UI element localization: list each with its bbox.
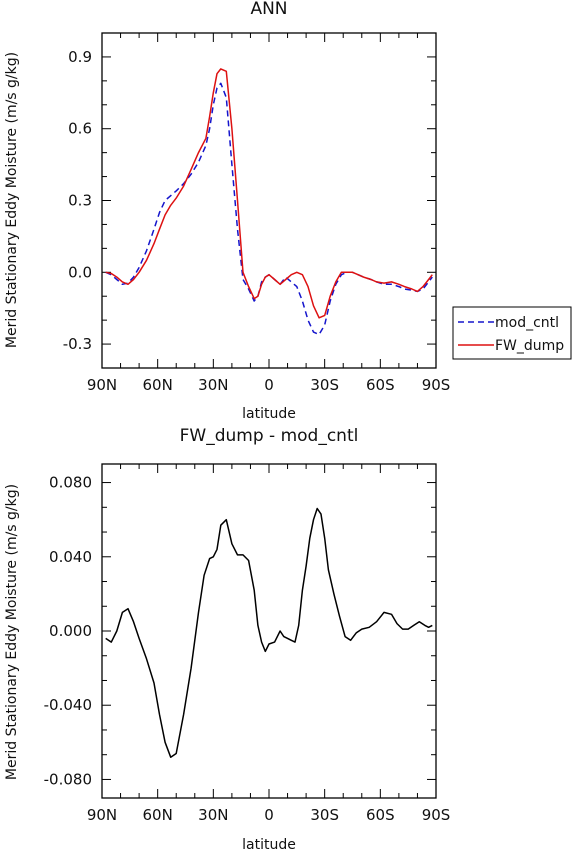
y-tick-label: 0.080 [49,474,92,492]
x-tick-label: 60N [143,376,173,394]
x-tick-label: 60S [366,376,395,394]
series-line-fw-dump [105,68,433,319]
series-line-mod-cntl [105,82,433,336]
x-tick-labels: 90N 60N 30N 0 30S 60S 90S [87,806,450,824]
legend-box [452,306,572,360]
axis-ticks [101,32,437,369]
chart-panel-top: ANN -0.3 0.0 0.3 0.6 0.9 90N 60N 30N 0 30S 60S 90S… [4,0,572,422]
y-axis-label: Merid Stationary Eddy Moisture (m/s g/kg… [4,52,20,348]
plot-frame [101,32,437,369]
legend-label-mod-cntl: mod_cntl [495,315,559,331]
y-tick-labels: -0.3 0.0 0.3 0.6 0.9 [63,48,92,353]
y-tick-label: -0.3 [63,335,92,353]
y-tick-label: 0.6 [68,120,92,138]
y-axis-label: Merid Stationary Eddy Moisture (m/s g/kg… [4,484,20,780]
x-axis-label: latitude [242,406,296,422]
legend: mod_cntl FW_dump [452,306,572,360]
x-tick-label: 60S [366,806,395,824]
x-tick-labels: 90N 60N 30N 0 30S 60S 90S [87,376,450,394]
x-tick-label: 90N [87,806,117,824]
plot-frame [101,463,437,799]
x-tick-label: 30S [310,806,339,824]
x-tick-label: 30S [310,376,339,394]
axis-ticks [101,464,437,798]
y-tick-label: -0.080 [44,770,92,788]
x-axis-label: latitude [242,837,296,851]
x-tick-label: 0 [264,376,274,394]
series-layer [105,507,433,758]
y-tick-label: 0.040 [49,548,92,566]
legend-label-fw-dump: FW_dump [495,338,564,354]
chart-title: FW_dump - mod_cntl [180,426,359,446]
x-tick-label: 90N [87,376,117,394]
x-tick-label: 30N [198,376,228,394]
series-line-difference [105,507,433,758]
x-tick-label: 60N [143,806,173,824]
chart-panel-bottom: FW_dump - mod_cntl -0.080 -0.040 0.000 0.04… [4,426,450,851]
chart-title: ANN [250,0,287,19]
x-tick-label: 30N [198,806,228,824]
series-layer [105,68,433,336]
y-tick-label: 0.000 [49,622,92,640]
y-tick-label: -0.040 [44,696,92,714]
x-tick-label: 0 [264,806,274,824]
x-tick-label: 90S [422,806,451,824]
y-tick-label: 0.9 [68,48,92,66]
y-tick-label: 0.0 [68,263,92,281]
y-tick-labels: -0.080 -0.040 0.000 0.040 0.080 [44,474,92,789]
x-tick-label: 90S [422,376,451,394]
y-tick-label: 0.3 [68,192,92,210]
